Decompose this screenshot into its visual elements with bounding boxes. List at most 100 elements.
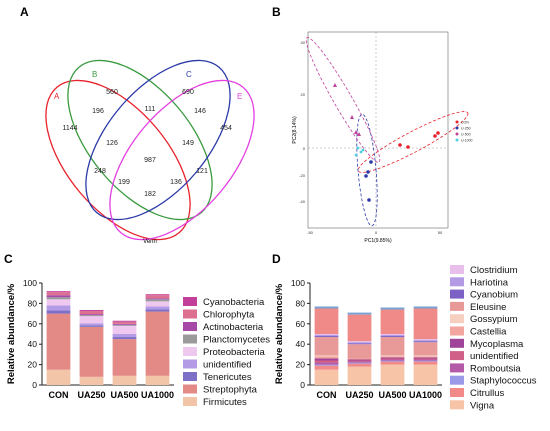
bar-segment bbox=[380, 356, 405, 358]
bar-segment bbox=[413, 359, 438, 361]
legend-swatch bbox=[183, 297, 197, 306]
legend-label: Vigna bbox=[470, 400, 495, 411]
legend-swatch bbox=[183, 397, 197, 406]
bar-segment bbox=[112, 339, 137, 376]
bar-segment bbox=[145, 298, 170, 300]
legend-swatch bbox=[450, 338, 464, 348]
bar-segment bbox=[347, 343, 372, 345]
bar-segment bbox=[413, 342, 438, 356]
bar-segment bbox=[314, 336, 339, 338]
legend-swatch bbox=[450, 326, 464, 336]
venn-count: 146 bbox=[194, 108, 206, 115]
bar-segment bbox=[314, 335, 339, 337]
bar-segment bbox=[380, 364, 405, 385]
pca-legend-label: U-250 bbox=[461, 127, 471, 131]
pca-point-u1000 bbox=[356, 146, 360, 150]
venn-count: 199 bbox=[118, 179, 130, 186]
bar-segment bbox=[314, 355, 339, 357]
bar-segment bbox=[347, 363, 372, 367]
legend-label: unidentified bbox=[470, 351, 519, 362]
pca-legend-marker bbox=[455, 126, 459, 130]
bar-segment bbox=[314, 356, 339, 359]
bar-segment bbox=[145, 375, 170, 385]
bar-segment bbox=[314, 358, 339, 361]
bar-segment bbox=[380, 355, 405, 357]
bar-segment bbox=[314, 360, 339, 363]
legend-label: Citrullus bbox=[470, 388, 505, 399]
pca-point-u1000 bbox=[354, 153, 358, 157]
venn-set-a bbox=[45, 79, 191, 241]
bar-segment bbox=[46, 310, 71, 314]
bar-segment bbox=[314, 369, 339, 385]
x-tick-label: UA500 bbox=[110, 390, 138, 400]
pca-point-con bbox=[406, 145, 410, 149]
bar-segment bbox=[347, 366, 372, 385]
legend-label: Chlorophyta bbox=[203, 310, 255, 321]
pca-xlabel: PC1(9.85%) bbox=[364, 238, 392, 244]
legend-label: Hariotina bbox=[470, 277, 509, 288]
panel-label-b: B bbox=[272, 5, 281, 19]
bar-segment bbox=[79, 310, 104, 312]
bar-segment bbox=[79, 315, 104, 317]
bar-segment bbox=[314, 337, 339, 356]
y-tick-label: 60 bbox=[28, 319, 38, 329]
pca-points bbox=[333, 83, 440, 202]
bar-segment bbox=[380, 360, 405, 362]
pca-xtick: 0 bbox=[375, 230, 378, 235]
venn-set-e bbox=[109, 79, 255, 241]
y-tick-label: 100 bbox=[291, 278, 305, 288]
pca-point-u250 bbox=[369, 160, 373, 164]
bar-segment bbox=[413, 341, 438, 343]
y-tick-label: 100 bbox=[23, 278, 37, 288]
venn-name-a: A bbox=[54, 92, 60, 101]
bar-segment bbox=[413, 360, 438, 362]
venn-count: 111 bbox=[145, 106, 156, 113]
bar-segment bbox=[380, 336, 405, 338]
bar-segment bbox=[380, 334, 405, 336]
pca-legend: CON U-250 U-500 U-1000 bbox=[455, 120, 473, 143]
bar-segment bbox=[46, 305, 71, 311]
legend-label: Planctomycetes bbox=[203, 335, 270, 346]
pca-point-u500 bbox=[333, 83, 337, 87]
panel-label-a: A bbox=[20, 5, 29, 19]
panel-label-c: C bbox=[4, 252, 13, 266]
venn-count: 454 bbox=[220, 125, 232, 132]
pca-xtick: -50 bbox=[307, 230, 314, 235]
pca-ellipse-con bbox=[357, 111, 469, 173]
bar-segment bbox=[380, 358, 405, 360]
bar-segment bbox=[347, 362, 372, 364]
pca-legend-label: CON bbox=[461, 121, 469, 125]
legend-label: Mycoplasma bbox=[470, 339, 524, 350]
bar-segment bbox=[413, 356, 438, 358]
bar-segment bbox=[380, 307, 405, 310]
pca-ellipse-u250 bbox=[356, 113, 378, 227]
venn-name-e: E bbox=[237, 92, 242, 101]
pca-point-u500 bbox=[357, 132, 361, 136]
bar-segment bbox=[380, 337, 405, 356]
bar-segment bbox=[314, 308, 339, 334]
bar-segment bbox=[79, 325, 104, 327]
bar-segment bbox=[46, 292, 71, 296]
y-axis-label: Relative abundance/% bbox=[274, 283, 285, 384]
bar-segment bbox=[79, 316, 104, 324]
bar-segment bbox=[79, 314, 104, 316]
x-tick-label: UA500 bbox=[378, 390, 406, 400]
venn-count: 1144 bbox=[62, 125, 77, 132]
y-tick-label: 60 bbox=[296, 319, 306, 329]
bar-segment bbox=[46, 369, 71, 385]
bar-segment bbox=[413, 340, 438, 342]
y-tick-label: 0 bbox=[300, 380, 305, 390]
bar-segment bbox=[145, 306, 170, 310]
pca-ytick: 0 bbox=[303, 146, 306, 151]
legend-swatch bbox=[450, 277, 464, 287]
panel-c-phylum-bars: C 0 20 40 60 80 100 Relative abundance/% CON UA2… bbox=[4, 252, 270, 408]
x-tick-label: CON bbox=[49, 390, 69, 400]
bar-segment bbox=[413, 339, 438, 341]
legend-swatch bbox=[450, 388, 464, 397]
pca-point-u1000 bbox=[359, 150, 363, 154]
y-axis-label: Relative abundance/% bbox=[6, 283, 17, 384]
venn-count: 248 bbox=[94, 168, 106, 175]
legend-label: Clostridium bbox=[470, 265, 518, 276]
bar-segment bbox=[112, 375, 137, 385]
